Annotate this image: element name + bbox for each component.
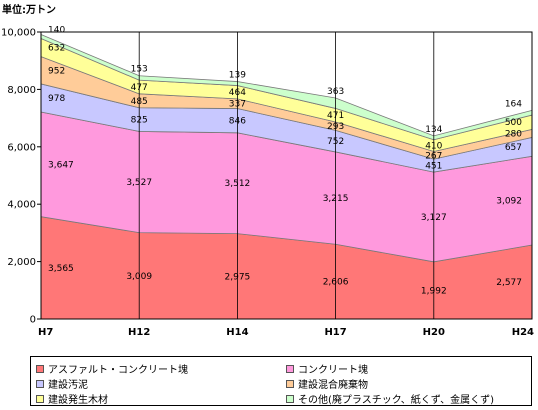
plot-frame — [40, 31, 533, 320]
legend-swatch — [36, 364, 44, 373]
x-axis-ticks: H7 H12 H14 H17 H20 H24 — [38, 327, 534, 338]
data-label: 293 — [327, 122, 344, 132]
data-label: 337 — [229, 100, 246, 110]
data-label: 280 — [505, 129, 522, 139]
data-label: 471 — [327, 111, 344, 121]
data-label: 3,092 — [496, 197, 522, 207]
x-tick-label-H20: H20 — [423, 327, 445, 338]
data-label: 134 — [425, 125, 442, 135]
y-tick-label: 8,000 — [7, 85, 36, 96]
data-label: 846 — [229, 117, 246, 127]
data-label: 978 — [48, 94, 65, 104]
data-label: 2,606 — [323, 278, 349, 288]
data-label: 164 — [505, 99, 522, 109]
data-label: 464 — [229, 88, 246, 98]
legend-swatch — [286, 394, 294, 403]
x-tick-label-H17: H17 — [324, 327, 346, 338]
data-label: 485 — [131, 97, 148, 107]
legend-swatch — [36, 379, 44, 388]
legend-label: コンクリート塊 — [298, 365, 368, 376]
data-label: 3,215 — [323, 194, 349, 204]
legend-label: アスファルト・コンクリート塊 — [48, 365, 188, 376]
y-axis-ticks: 0 2,000 4,000 6,000 8,000 10,000 — [1, 28, 41, 326]
unit-label: 単位:万トン — [2, 5, 56, 16]
data-label: 500 — [505, 118, 522, 128]
legend-item-4: 建設混合廃棄物 — [286, 376, 368, 391]
legend-item-3: 建設汚泥 — [36, 376, 88, 391]
data-label: 451 — [425, 162, 442, 172]
data-label: 363 — [327, 87, 344, 97]
plot-border — [40, 31, 533, 320]
legend-label: 建設混合廃棄物 — [298, 380, 368, 391]
legend-swatch — [36, 394, 44, 403]
data-label: 153 — [131, 65, 148, 75]
x-tick-label-H14: H14 — [226, 327, 248, 338]
data-label: 825 — [131, 116, 148, 126]
data-label: 139 — [229, 71, 246, 81]
data-label: 477 — [131, 83, 148, 93]
x-tick-label-H12: H12 — [128, 327, 150, 338]
legend-item-2: コンクリート塊 — [286, 361, 368, 376]
data-label: 3,127 — [421, 213, 447, 223]
legend-item-6: その他(廃プラスチック、紙くず、金属くず) — [286, 391, 494, 406]
data-label: 140 — [48, 25, 65, 35]
y-tick-label: 0 — [30, 315, 36, 326]
data-label: 632 — [48, 44, 65, 54]
legend-label: その他(廃プラスチック、紙くず、金属くず) — [298, 395, 495, 406]
data-label: 3,009 — [126, 272, 152, 282]
y-tick-label: 4,000 — [7, 200, 36, 211]
legend: アスファルト・コンクリート塊 コンクリート塊建設汚泥 建設混合廃棄物建設発生木材 その… — [30, 356, 532, 406]
y-tick-label: 10,000 — [1, 28, 36, 39]
legend-label: 建設汚泥 — [48, 380, 88, 391]
x-tick-label-H7: H7 — [38, 327, 53, 338]
data-label: 3,647 — [48, 160, 74, 170]
data-label: 657 — [505, 143, 522, 153]
legend-label: 建設発生木材 — [48, 395, 108, 406]
legend-swatch — [286, 364, 294, 373]
legend-swatch — [286, 379, 294, 388]
y-tick-label: 6,000 — [7, 142, 36, 153]
data-label: 1,992 — [421, 286, 447, 296]
legend-item-5: 建設発生木材 — [36, 391, 108, 406]
data-label: 2,975 — [225, 272, 251, 282]
gridlines — [138, 32, 435, 319]
y-tick-label: 2,000 — [7, 257, 36, 268]
data-label: 2,577 — [496, 278, 522, 288]
data-label: 3,565 — [48, 264, 74, 274]
data-label: 752 — [327, 137, 344, 147]
data-label: 3,512 — [225, 179, 251, 189]
data-label: 952 — [48, 66, 65, 76]
data-labels: 3,565 3,009 2,975 2,606 1,992 2,577 3,647 3,527… — [48, 25, 522, 296]
legend-item-1: アスファルト・コンクリート塊 — [36, 361, 188, 376]
data-label: 267 — [425, 151, 442, 161]
data-label: 3,527 — [126, 178, 152, 188]
data-label: 410 — [425, 142, 442, 152]
x-tick-label-H24: H24 — [512, 327, 534, 338]
